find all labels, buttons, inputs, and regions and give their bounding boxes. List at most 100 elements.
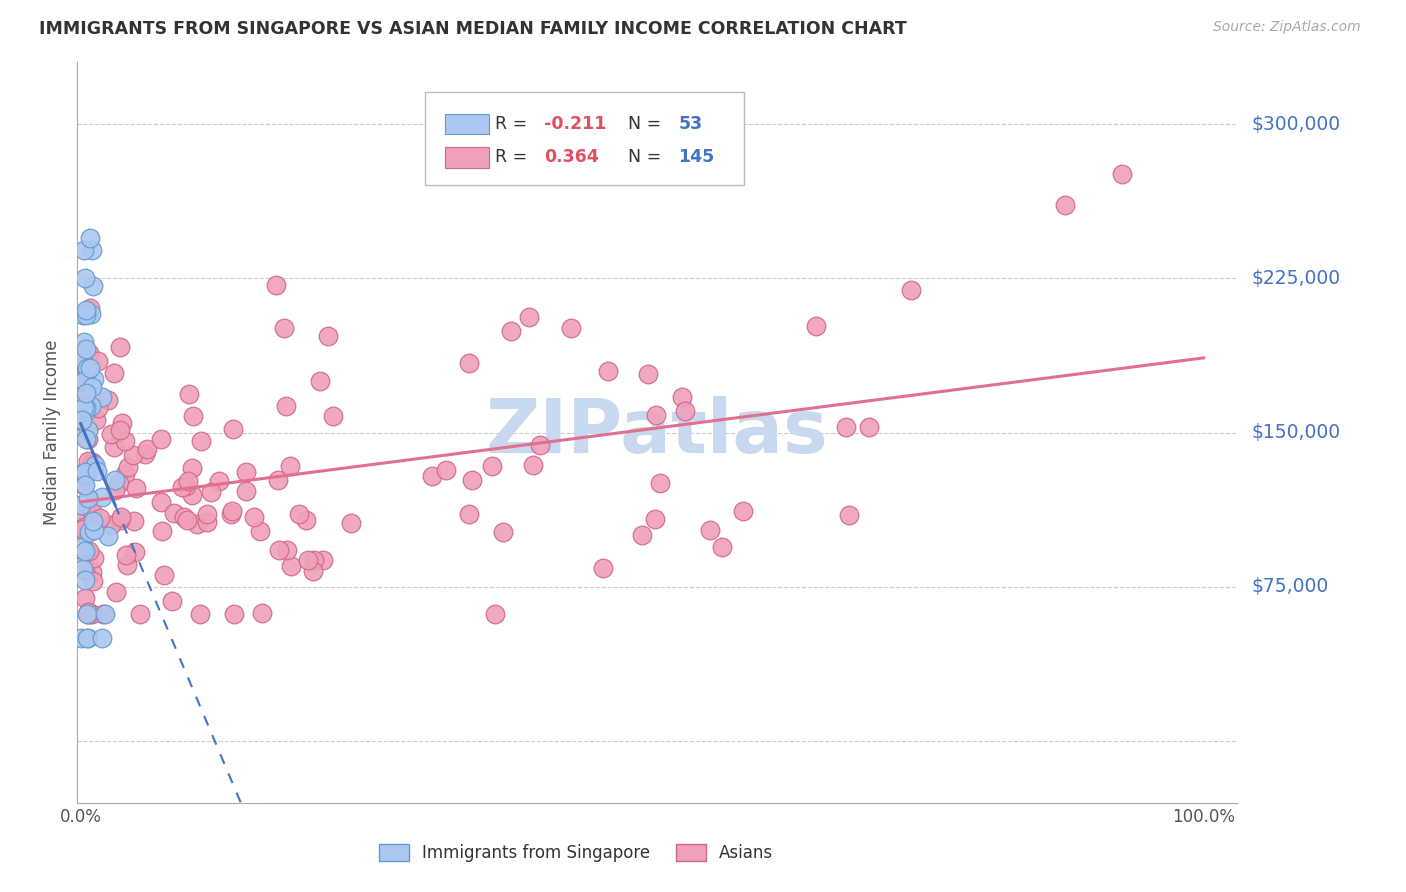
Point xyxy=(83,523,105,537)
Point xyxy=(517,310,540,324)
Point xyxy=(1053,197,1076,211)
Point xyxy=(80,565,103,579)
Point xyxy=(276,400,298,414)
Point xyxy=(72,309,94,323)
Point xyxy=(900,284,922,298)
Point xyxy=(91,607,114,621)
Point xyxy=(77,605,100,619)
Text: 145: 145 xyxy=(678,148,714,166)
Point xyxy=(699,523,721,537)
Point xyxy=(267,474,290,488)
Point xyxy=(838,508,860,522)
Point xyxy=(180,488,202,502)
Text: 0.364: 0.364 xyxy=(544,148,599,166)
Point xyxy=(84,412,107,426)
Point xyxy=(82,244,104,258)
Text: ZIPatlas: ZIPatlas xyxy=(486,396,828,469)
Point xyxy=(82,456,104,470)
Point xyxy=(76,360,98,375)
Point xyxy=(77,607,100,621)
Point xyxy=(295,513,318,527)
Point xyxy=(125,481,148,495)
Point xyxy=(195,516,218,530)
Point xyxy=(79,231,101,245)
Point xyxy=(222,421,245,435)
Point xyxy=(82,574,104,589)
Text: R =: R = xyxy=(495,115,533,133)
Point xyxy=(104,483,127,497)
Point xyxy=(835,419,858,434)
Point xyxy=(529,438,551,452)
Point xyxy=(70,632,93,646)
Point xyxy=(100,517,122,532)
Text: Source: ZipAtlas.com: Source: ZipAtlas.com xyxy=(1213,20,1361,34)
Point xyxy=(100,426,122,441)
Point xyxy=(70,540,93,554)
Point xyxy=(77,607,100,621)
Point xyxy=(434,463,457,477)
Point xyxy=(70,343,93,357)
Point xyxy=(637,368,659,382)
Point xyxy=(250,606,273,620)
Point xyxy=(76,466,98,480)
Point xyxy=(235,465,257,479)
Point xyxy=(79,301,101,315)
Point xyxy=(72,522,94,536)
Point xyxy=(84,458,107,472)
Point xyxy=(70,353,93,368)
Point xyxy=(134,447,156,461)
Point xyxy=(181,461,204,475)
Point xyxy=(645,408,668,422)
Text: N =: N = xyxy=(628,148,666,166)
Point xyxy=(114,434,136,448)
Point xyxy=(276,543,298,558)
Point xyxy=(183,409,205,424)
Point xyxy=(195,507,218,521)
Point xyxy=(76,632,98,646)
Point xyxy=(671,390,693,404)
Point xyxy=(117,459,139,474)
Point xyxy=(73,520,96,534)
Point xyxy=(484,607,506,621)
Text: IMMIGRANTS FROM SINGAPORE VS ASIAN MEDIAN FAMILY INCOME CORRELATION CHART: IMMIGRANTS FROM SINGAPORE VS ASIAN MEDIA… xyxy=(39,20,907,37)
Point xyxy=(80,307,103,321)
Point xyxy=(97,393,120,408)
Point xyxy=(733,504,755,518)
Point xyxy=(70,381,93,395)
Point xyxy=(522,458,544,472)
Point xyxy=(82,380,104,394)
Point xyxy=(73,478,96,492)
Point xyxy=(115,558,138,573)
Y-axis label: Median Family Income: Median Family Income xyxy=(44,340,62,525)
Point xyxy=(242,509,264,524)
Point xyxy=(173,509,195,524)
Point xyxy=(89,511,111,525)
Point xyxy=(108,340,131,354)
Point xyxy=(86,464,108,478)
Point xyxy=(83,550,105,565)
Point xyxy=(176,513,198,527)
Point xyxy=(72,562,94,576)
Point xyxy=(280,559,302,574)
Point xyxy=(82,505,104,519)
Point xyxy=(72,335,94,350)
Point xyxy=(264,278,287,293)
Point xyxy=(200,485,222,500)
Point xyxy=(163,506,186,520)
Point xyxy=(73,509,96,524)
Point xyxy=(91,390,114,404)
Point xyxy=(316,329,339,343)
Point xyxy=(75,302,97,317)
Text: -0.211: -0.211 xyxy=(544,115,606,133)
Point xyxy=(75,564,97,578)
Point xyxy=(111,416,134,430)
Point xyxy=(224,607,246,621)
Point xyxy=(70,414,93,428)
Point xyxy=(150,432,173,446)
Point xyxy=(644,512,666,526)
Point xyxy=(72,477,94,491)
Point xyxy=(76,632,98,646)
Text: N =: N = xyxy=(628,115,666,133)
Point xyxy=(186,517,208,532)
Point xyxy=(76,364,98,378)
